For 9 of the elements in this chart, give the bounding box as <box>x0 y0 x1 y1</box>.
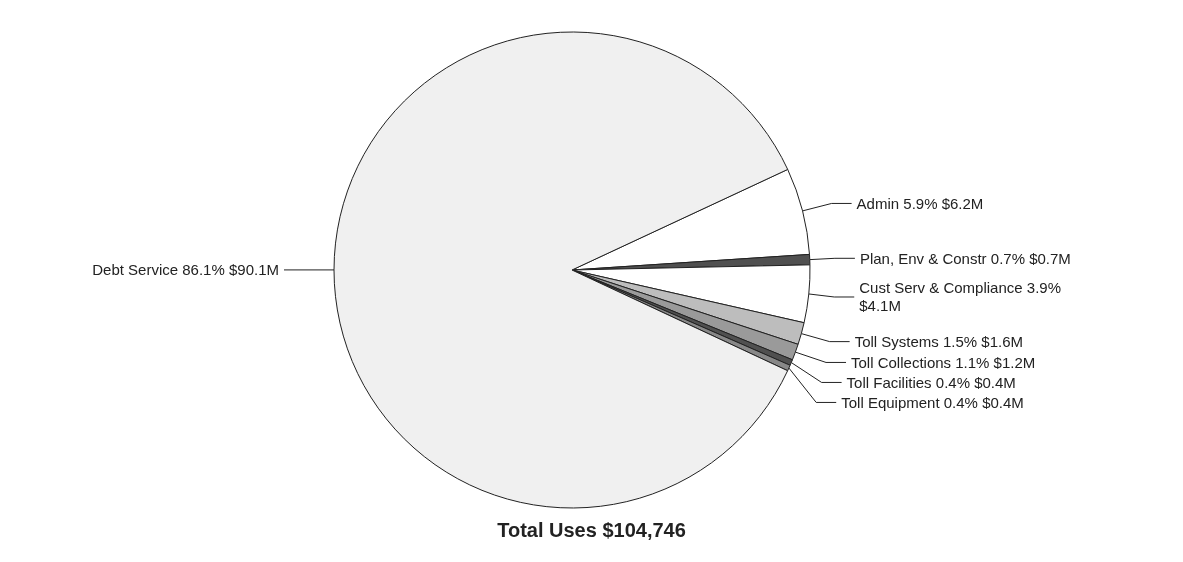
text: Total Uses $104,746 <box>497 519 686 541</box>
slice-label: Admin 5.9% $6.2M <box>856 194 984 212</box>
slice-label: Toll Facilities 0.4% $0.4M <box>846 373 1016 391</box>
slice-label: Debt Service 86.1% $90.1M <box>92 261 279 279</box>
slice-label: Toll Equipment 0.4% $0.4M <box>841 393 1024 411</box>
slice-label: Toll Systems 1.5% $1.6M <box>854 333 1024 351</box>
slice-label: Toll Collections 1.1% $1.2M <box>851 353 1036 371</box>
slice-label: Cust Serv & Compliance 3.9% $4.1M <box>859 279 1066 315</box>
slice-label: Plan, Env & Constr 0.7% $0.7M <box>859 249 1071 267</box>
